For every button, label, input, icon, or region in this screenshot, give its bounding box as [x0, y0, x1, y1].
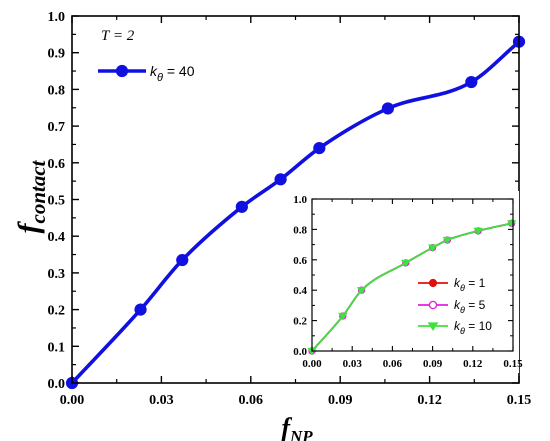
- y-tick-label: 0.3: [48, 267, 66, 282]
- x-tick-label: 0.12: [417, 393, 442, 408]
- inset-x-tick-label: 0.15: [503, 358, 523, 370]
- inset-background: [276, 191, 519, 373]
- inset-y-tick-label: 0.8: [293, 224, 307, 236]
- inset-legend-rest: = 5: [465, 298, 486, 312]
- inset-legend-label: kθ = 5: [454, 298, 486, 315]
- x-axis-title: fNP: [281, 413, 313, 441]
- y-tick-label: 0.8: [48, 83, 66, 98]
- inset-data-point: [427, 244, 438, 252]
- inset-legend-sub: θ: [460, 305, 465, 315]
- inset-data-point: [473, 227, 483, 236]
- inset-data-point: [442, 236, 452, 245]
- inset-legend-rest: = 10: [465, 319, 492, 333]
- y-tick-label: 0.7: [48, 120, 66, 135]
- y-axis-title-main: f: [12, 221, 45, 234]
- y-axis-title: fcontact: [12, 159, 50, 233]
- inset-legend: kθ = 1kθ = 5kθ = 10: [418, 276, 492, 336]
- inset-legend-label: kθ = 10: [454, 319, 492, 336]
- data-point: [381, 102, 394, 115]
- inset-data-point: [338, 312, 348, 321]
- inset-frame: [311, 198, 514, 352]
- inset-y-tick-label: 0.6: [293, 255, 307, 267]
- inset-legend-k: k: [454, 298, 461, 312]
- inset-x-tick-label: 0.12: [463, 358, 483, 370]
- inset-legend-marker: [427, 322, 439, 331]
- inset-plot: 0.00 0.03 0.06 0.09 0.12 0.15 0.0 0.2 0.4 0.6 0.8 1…: [276, 191, 523, 373]
- inset-legend-sub: θ: [460, 283, 465, 293]
- inset-legend-marker: [428, 278, 438, 288]
- inset-x-tick-label: 0.00: [302, 358, 322, 370]
- inset-x-tick-label: 0.06: [383, 358, 403, 370]
- inset-legend-rest: = 1: [465, 276, 486, 290]
- y-tick-label: 0.0: [48, 377, 66, 392]
- inset-y-tick-label: 0.4: [293, 285, 307, 297]
- x-tick-label: 0.00: [60, 393, 85, 408]
- series-kt40: [65, 35, 526, 390]
- inset-y-axis: 0.0 0.2 0.4 0.6 0.8 1.0: [293, 194, 513, 358]
- x-axis-title-sub: NP: [289, 427, 313, 441]
- main-plot: 0.00 0.03 0.06 0.09 0.12 0.150.00.10.20.30.40…: [12, 10, 531, 441]
- legend-sub: θ: [157, 72, 163, 84]
- data-point: [134, 303, 147, 316]
- y-tick-label: 0.5: [48, 194, 66, 209]
- inset-legend-k: k: [454, 319, 461, 333]
- y-tick-label: 0.6: [48, 157, 66, 172]
- x-tick-label: 0.09: [328, 393, 353, 408]
- legend-k: k: [150, 63, 158, 79]
- inset-legend-label: kθ = 1: [454, 276, 486, 293]
- legend: kθ = 40: [98, 63, 195, 84]
- inset-y-tick-label: 0.2: [293, 316, 307, 328]
- y-tick-label: 1.0: [48, 10, 66, 25]
- y-tick-label: 0.2: [48, 304, 66, 319]
- inset-legend-sub: θ: [460, 326, 465, 336]
- legend-marker: [115, 64, 129, 78]
- y-tick-label: 0.9: [48, 47, 66, 62]
- inset-x-tick-label: 0.03: [343, 358, 363, 370]
- inset-legend-marker: [428, 300, 438, 310]
- inset-legend-k: k: [454, 276, 461, 290]
- inset-data-point: [401, 259, 411, 268]
- data-point: [465, 75, 478, 89]
- x-axis: 0.00 0.03 0.06 0.09 0.12 0.15: [60, 16, 532, 408]
- data-point: [274, 173, 287, 186]
- legend-rest: = 40: [163, 63, 195, 79]
- inset-data-point: [356, 287, 367, 295]
- inset-y-tick-label: 1.0: [293, 194, 307, 206]
- y-tick-label: 0.1: [48, 340, 66, 355]
- x-tick-label: 0.03: [149, 393, 174, 408]
- x-tick-label: 0.15: [507, 393, 532, 408]
- inset-x-tick-label: 0.09: [423, 358, 443, 370]
- annotation-temperature: T = 2: [101, 28, 135, 44]
- legend-label: kθ = 40: [150, 63, 195, 84]
- y-axis-title-sub: contact: [26, 159, 50, 223]
- y-tick-label: 0.4: [48, 230, 66, 245]
- data-point: [176, 253, 189, 267]
- x-tick-label: 0.06: [239, 393, 264, 408]
- data-point: [313, 142, 326, 155]
- inset-y-tick-label: 0.0: [293, 346, 307, 358]
- data-point: [235, 200, 248, 213]
- x-axis-title-main: f: [281, 413, 292, 441]
